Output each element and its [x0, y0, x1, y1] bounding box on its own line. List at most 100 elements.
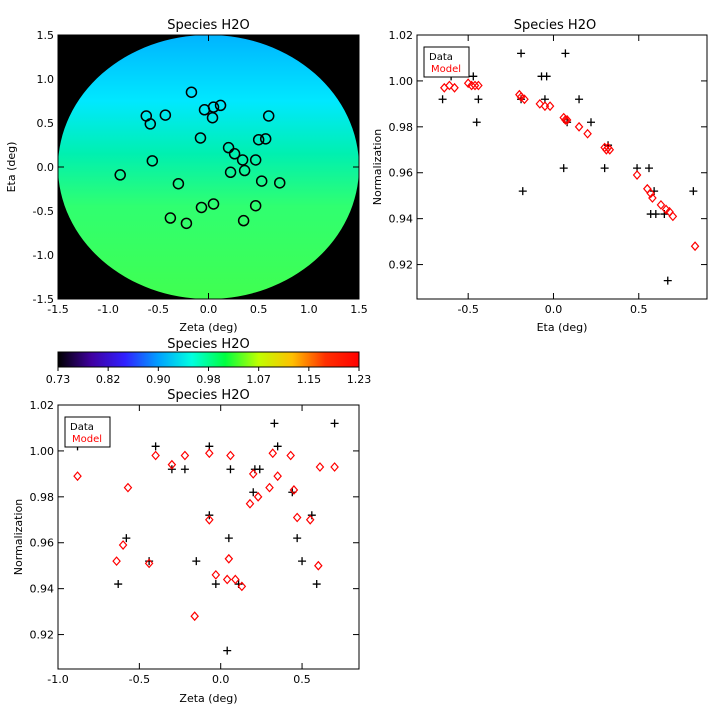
zeta-data-point: [249, 488, 258, 497]
eta-legend-box: [423, 46, 470, 78]
zeta-data-point: [223, 646, 232, 655]
map-xlabel: Zeta (deg): [179, 321, 237, 334]
eta-xlabel: Eta (deg): [537, 321, 588, 334]
zeta-model-point: [226, 450, 235, 461]
map-ytick-label: 0.5: [37, 117, 55, 130]
eta-panel: Species H2O -0.5 0.0 0.5 0.92 0.94 0.96 0.98 1…: [371, 18, 708, 334]
colorbar-tick-label: 0.90: [146, 373, 171, 386]
eta-ytick-label: 0.96: [389, 167, 414, 180]
map-ytick-label: -1.5: [33, 293, 54, 306]
zeta-model-point: [118, 540, 128, 550]
zeta-data-point: [224, 534, 233, 543]
zeta-model-point: [237, 581, 247, 592]
eta-model-point: [668, 211, 678, 222]
eta-data-point: [689, 187, 698, 196]
eta-data-point: [542, 72, 551, 81]
map-ytick-label: 1.0: [37, 73, 55, 86]
eta-model-point: [583, 128, 592, 139]
zeta-model-point: [305, 514, 315, 525]
eta-model-point: [561, 115, 570, 125]
map-x-axis: -1.5 -1.0 -0.5 0.0 0.5 1.0 1.5: [47, 35, 368, 316]
zeta-model-point: [253, 491, 263, 502]
map-ytick-label: 0.0: [37, 161, 55, 174]
zeta-ylabel: Normalization: [12, 499, 25, 575]
eta-data-point: [645, 164, 653, 173]
eta-model-point: [520, 94, 529, 105]
zeta-data-point: [145, 557, 154, 566]
map-point: [224, 166, 237, 179]
map-point: [238, 164, 251, 177]
eta-model-point: [562, 115, 572, 125]
zeta-data-point: [255, 465, 264, 474]
zeta-model-point: [144, 558, 154, 569]
map-point: [252, 133, 265, 146]
zeta-model-point: [315, 462, 325, 472]
map-y-axis: -1.5 -1.0 -0.5 0.0 0.5 1.0 1.5: [33, 29, 359, 306]
eta-model-point: [535, 98, 545, 109]
map-point: [273, 177, 286, 189]
zeta-model-point: [112, 556, 121, 567]
map-point: [206, 111, 219, 124]
map-point: [228, 148, 241, 160]
zeta-ytick-label: 0.92: [30, 629, 55, 642]
zeta-model-point: [268, 448, 278, 459]
zeta-ytick-label: 0.98: [30, 491, 55, 504]
zeta-xtick-label: 0.5: [293, 673, 311, 686]
map-point: [259, 133, 272, 145]
colorbar-tick-label: 0.82: [96, 373, 121, 386]
map-point: [172, 177, 185, 190]
map-field: [58, 35, 359, 299]
colorbar-ticks: 0.73 0.82 0.90 0.98 1.07 1.15 1.23: [46, 367, 371, 386]
zeta-ytick-label: 0.96: [30, 537, 55, 550]
eta-model-point: [642, 183, 652, 194]
map-point: [249, 199, 262, 212]
eta-ytick-label: 0.94: [389, 213, 414, 226]
map-point: [207, 198, 220, 210]
zeta-data-point: [293, 534, 302, 543]
eta-x-axis: -0.5 0.0 0.5: [457, 35, 648, 316]
eta-xtick-label: 0.5: [630, 303, 648, 316]
zeta-data-point: [273, 442, 282, 451]
zeta-model-point: [265, 482, 274, 493]
eta-xtick-label: 0.0: [545, 303, 563, 316]
map-point: [214, 99, 227, 112]
zeta-model-point: [330, 462, 339, 472]
eta-data-point: [469, 72, 478, 81]
colorbar-panel: Species H2O 0.73 0.82 0.90 0.98 1.07 1.15 1.23: [46, 337, 372, 386]
colorbar-tick-label: 1.07: [246, 373, 271, 386]
zeta-ytick-label: 1.00: [30, 445, 55, 458]
zeta-legend: Data Model: [64, 416, 111, 448]
eta-model-point: [646, 188, 656, 199]
map-xtick-label: -0.5: [148, 303, 169, 316]
eta-model-point: [632, 170, 642, 180]
map-point: [164, 212, 177, 224]
eta-model-point: [450, 82, 459, 93]
map-point: [195, 201, 208, 214]
map-xtick-label: 0.0: [200, 303, 218, 316]
eta-model-point: [445, 80, 454, 91]
eta-ytick-label: 0.98: [389, 121, 414, 134]
eta-model-point: [545, 101, 555, 112]
map-ytick-label: -1.0: [33, 249, 54, 262]
zeta-data-point: [270, 419, 279, 428]
map-panel: Species H2O -1.5 -1.0 -0.5 0.0 0.5 1.0 1.5 -1.…: [5, 18, 368, 334]
map-ylabel: Eta (deg): [5, 142, 18, 193]
map-points: [114, 86, 286, 230]
eta-data-point: [663, 276, 672, 285]
zeta-model-point: [224, 553, 234, 564]
eta-ytick-label: 1.00: [389, 75, 414, 88]
zeta-xtick-label: -0.5: [129, 673, 150, 686]
zeta-model-point: [190, 611, 199, 622]
map-title: Species H2O: [167, 18, 249, 33]
colorbar-tick-label: 0.73: [46, 373, 71, 386]
zeta-data-point: [226, 465, 235, 474]
map-point: [255, 175, 268, 187]
zeta-model-point: [123, 482, 133, 493]
zeta-model-point: [211, 569, 221, 580]
eta-model-point: [470, 80, 480, 91]
zeta-data-point: [151, 442, 160, 451]
zeta-data-point: [122, 534, 131, 543]
eta-legend-data: Data: [429, 52, 453, 63]
eta-frame: [416, 34, 708, 300]
